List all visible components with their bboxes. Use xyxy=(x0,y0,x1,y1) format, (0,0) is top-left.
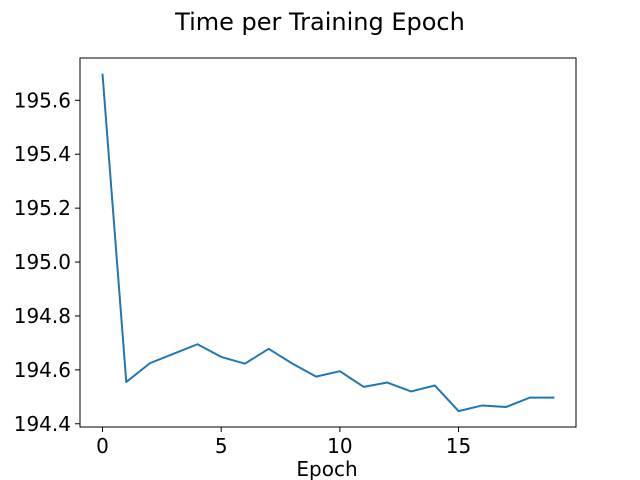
series-line-0 xyxy=(101,73,555,413)
x-tick-label-5: 5 xyxy=(215,434,228,458)
chart-title: Time per Training Epoch xyxy=(174,8,465,36)
x-axis-label: Epoch xyxy=(296,457,357,480)
x-tick-label-15: 15 xyxy=(446,434,471,458)
y-tick-label-194.4: 194.4 xyxy=(14,412,71,436)
y-tick-label-195.6: 195.6 xyxy=(14,88,71,112)
plot-frame xyxy=(79,57,577,428)
y-tick-label-194.8: 194.8 xyxy=(14,304,71,328)
plot-area: 0 5 10 15 194.4 194.6 194.8 195.0 195.2 195.4 195.… xyxy=(14,57,577,458)
y-tick-label-195.4: 195.4 xyxy=(14,142,71,166)
y-tick-label-194.6: 194.6 xyxy=(14,358,71,382)
y-tick-label-195.2: 195.2 xyxy=(14,196,71,220)
y-tick-label-195.0: 195.0 xyxy=(14,250,71,274)
x-tick-label-10: 10 xyxy=(327,434,352,458)
x-tick-label-0: 0 xyxy=(96,434,109,458)
